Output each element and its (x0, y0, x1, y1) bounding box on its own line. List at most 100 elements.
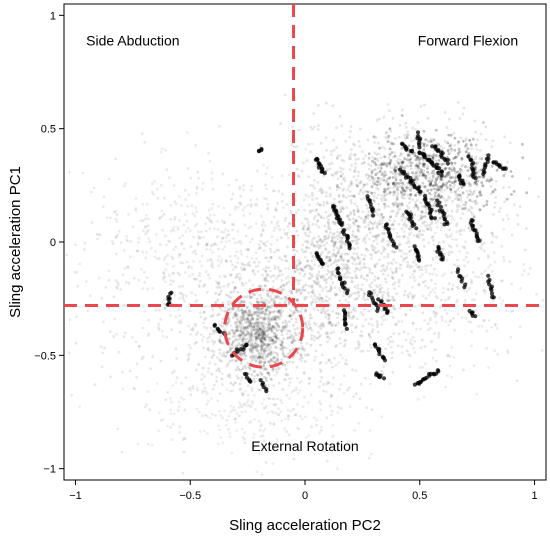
scatter-point (329, 287, 333, 290)
scatter-point (360, 253, 364, 257)
scatter-point (298, 262, 302, 265)
scatter-point (330, 393, 334, 397)
scatter-point (494, 196, 498, 199)
scatter-point (276, 265, 280, 269)
scatter-point (388, 176, 392, 180)
scatter-point (275, 277, 278, 281)
scatter-point (268, 311, 272, 315)
scatter-point (250, 334, 254, 337)
scatter-point (310, 334, 314, 337)
scatter-point (376, 276, 380, 280)
scatter-point (280, 346, 284, 350)
scatter-point (386, 243, 389, 247)
scatter-point (182, 247, 186, 251)
scatter-point (361, 313, 365, 317)
scatter-point (262, 321, 265, 324)
scatter-point (314, 300, 318, 304)
scatter-point (103, 346, 106, 350)
scatter-point (182, 223, 186, 227)
scatter-point (274, 208, 277, 212)
scatter-point (426, 228, 430, 231)
track-point (414, 226, 419, 231)
scatter-point (173, 200, 177, 204)
scatter-point (327, 314, 331, 318)
scatter-point (337, 249, 340, 253)
scatter-point (114, 210, 118, 213)
scatter-point (519, 287, 522, 290)
scatter-point (480, 247, 483, 251)
scatter-point (416, 233, 419, 237)
scatter-point (75, 270, 79, 274)
scatter-point (377, 177, 380, 180)
scatter-point (238, 272, 241, 276)
scatter-point (276, 201, 279, 205)
scatter-point (386, 182, 390, 186)
scatter-point (205, 242, 209, 246)
scatter-point (274, 340, 278, 344)
scatter-point (398, 204, 402, 208)
scatter-point (197, 230, 200, 234)
scatter-point (304, 250, 308, 254)
scatter-point (399, 263, 403, 267)
scatter-point (431, 356, 435, 360)
scatter-point (250, 237, 254, 241)
scatter-point (275, 356, 279, 359)
scatter-point (162, 258, 166, 261)
scatter-point (275, 358, 279, 362)
scatter-point (247, 332, 251, 335)
scatter-point (316, 273, 320, 277)
scatter-point (274, 402, 278, 406)
scatter-point (279, 314, 283, 318)
scatter-point (372, 199, 376, 203)
scatter-point (335, 234, 339, 238)
scatter-point (229, 273, 232, 277)
scatter-point (403, 189, 406, 193)
scatter-point (389, 335, 393, 339)
scatter-point (487, 266, 490, 269)
scatter-point (206, 347, 210, 351)
scatter-point (194, 293, 197, 297)
scatter-point (381, 272, 385, 276)
scatter-point (221, 416, 225, 420)
scatter-point (263, 315, 267, 319)
scatter-point (382, 174, 386, 178)
scatter-point (401, 160, 404, 164)
scatter-point (371, 181, 375, 185)
scatter-point (257, 352, 261, 355)
scatter-point (411, 321, 415, 325)
scatter-point (237, 319, 240, 322)
scatter-point (395, 164, 399, 168)
scatter-point (257, 329, 261, 333)
scatter-point (312, 244, 316, 248)
scatter-point (420, 215, 424, 219)
scatter-point (487, 366, 490, 370)
scatter-point (334, 172, 338, 176)
scatter-point (340, 205, 344, 209)
scatter-point (242, 331, 245, 335)
scatter-point (303, 288, 307, 292)
scatter-point (231, 359, 235, 362)
scatter-point (447, 179, 451, 183)
scatter-point (242, 184, 246, 187)
track-point (342, 286, 347, 291)
scatter-point (444, 174, 448, 178)
scatter-point (358, 257, 361, 260)
scatter-point (170, 328, 174, 332)
scatter-point (172, 229, 176, 233)
scatter-point (402, 193, 406, 197)
scatter-point (285, 233, 289, 237)
scatter-point (261, 357, 265, 361)
scatter-point (398, 249, 401, 253)
scatter-point (437, 185, 441, 189)
scatter-point (97, 233, 101, 236)
scatter-point (280, 297, 284, 300)
scatter-point (429, 193, 433, 196)
scatter-point (316, 219, 319, 223)
scatter-point (417, 236, 421, 240)
scatter-point (505, 309, 508, 313)
scatter-point (292, 145, 296, 149)
scatter-point (451, 287, 454, 291)
scatter-point (157, 308, 161, 312)
scatter-point (225, 293, 229, 297)
scatter-point (239, 333, 243, 337)
